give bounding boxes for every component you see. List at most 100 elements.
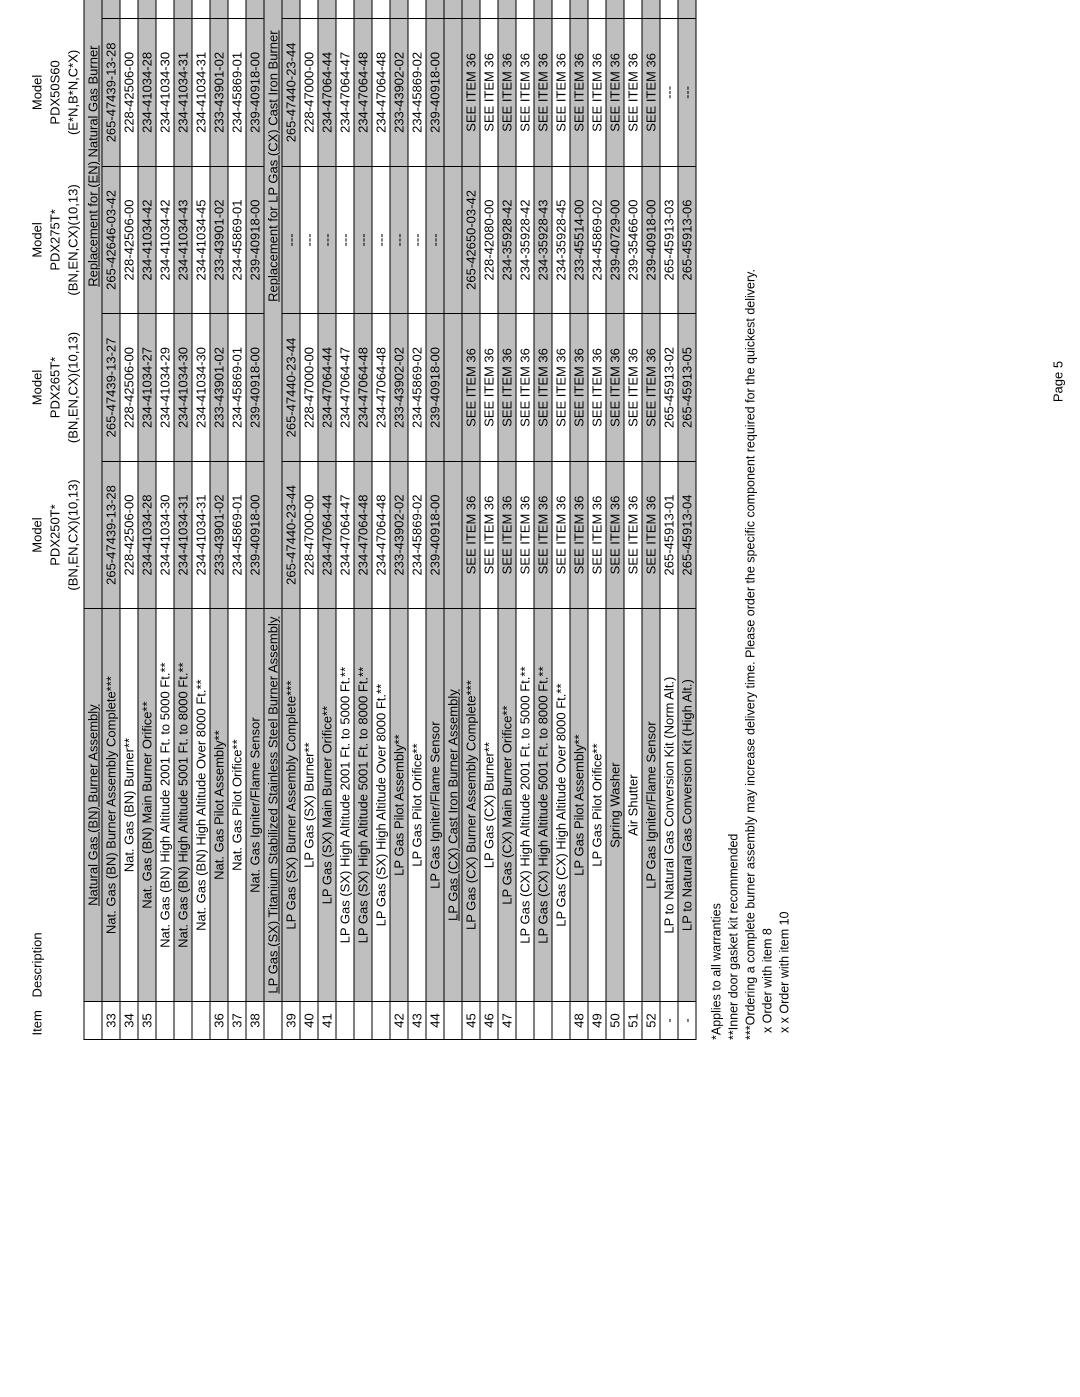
value-cell: 239-40918-00 bbox=[246, 166, 264, 314]
value-cell: 265-45913-02 bbox=[660, 314, 678, 462]
value-cell: 265-45913-04 bbox=[678, 461, 696, 609]
table-row: 51Air ShutterSEE ITEM 36SEE ITEM 36239-3… bbox=[624, 0, 642, 1040]
description-cell: Nat. Gas (BN) High Altitude 5001 Ft. to … bbox=[174, 609, 192, 1002]
value-cell: 265-42646-03-42 bbox=[102, 166, 120, 314]
value-cell: SEE ITEM 36 bbox=[588, 314, 606, 462]
value-cell: 228-42506-00 bbox=[120, 19, 138, 167]
section-blank-cell bbox=[444, 0, 462, 19]
description-cell: Nat. Gas (BN) High Altitude 2001 Ft. to … bbox=[156, 609, 174, 1002]
value-cell: SEE ITEM 36 bbox=[480, 19, 498, 167]
description-cell: LP Gas (CX) Burner** bbox=[480, 609, 498, 1002]
value-cell: 228-42080-00 bbox=[480, 166, 498, 314]
value-cell: 234-41034-29 bbox=[156, 0, 174, 19]
description-cell: LP Gas (SX) High Altitude Over 8000 Ft.*… bbox=[372, 609, 390, 1002]
value-cell: 234-41034-30 bbox=[156, 461, 174, 609]
value-cell: 234-35928-42 bbox=[516, 166, 534, 314]
value-cell: --- bbox=[318, 166, 336, 314]
value-cell: --- bbox=[300, 166, 318, 314]
value-cell: SEE ITEM 36 bbox=[552, 314, 570, 462]
table-row: LP Gas (SX) High Altitude 2001 Ft. to 50… bbox=[336, 0, 354, 1040]
header-model-1-l3: (BN,EN,CX)(10,13) bbox=[66, 314, 85, 462]
value-cell: 234-47064-48 bbox=[354, 461, 372, 609]
value-cell: 234-47064-47 bbox=[336, 314, 354, 462]
value-cell: 234-41034-29 bbox=[156, 314, 174, 462]
description-cell: LP Gas (SX) High Altitude 2001 Ft. to 50… bbox=[336, 609, 354, 1002]
value-cell: 239-40729-00 bbox=[606, 166, 624, 314]
value-cell: SEE ITEM 36 bbox=[516, 19, 534, 167]
value-cell: SEE ITEM 36 bbox=[534, 461, 552, 609]
footnote-line: ***Ordering a complete burner assembly m… bbox=[743, 0, 760, 1040]
value-cell: SEE ITEM 36 bbox=[606, 0, 624, 19]
description-cell: Nat. Gas (BN) Burner Assembly Complete**… bbox=[102, 609, 120, 1002]
value-cell: SEE ITEM 36 bbox=[570, 314, 588, 462]
description-cell: Spring Washer bbox=[606, 609, 624, 1002]
value-cell: 234-45869-02 bbox=[408, 19, 426, 167]
section-item-blank bbox=[444, 1001, 462, 1039]
value-cell: SEE ITEM 36 bbox=[624, 19, 642, 167]
value-cell: --- bbox=[660, 19, 678, 167]
item-number: 47 bbox=[498, 1001, 516, 1039]
value-cell: SEE ITEM 36 bbox=[516, 314, 534, 462]
value-cell: 234-47064-48 bbox=[372, 314, 390, 462]
item-number bbox=[156, 1001, 174, 1039]
value-cell: 234-47064-47 bbox=[336, 19, 354, 167]
footnote-line: **Inner door gasket kit recommended bbox=[726, 0, 743, 1040]
value-cell: SEE ITEM 36 bbox=[498, 19, 516, 167]
value-cell: 234-45869-02 bbox=[408, 0, 426, 19]
header-item: Item bbox=[30, 1001, 85, 1039]
value-cell: 234-41034-30 bbox=[174, 314, 192, 462]
section-blank-cell bbox=[444, 166, 462, 314]
value-cell: SEE ITEM 36 bbox=[606, 461, 624, 609]
value-cell: 239-40918-00 bbox=[426, 19, 444, 167]
value-cell: 228-47000-00 bbox=[300, 314, 318, 462]
table-row: -LP to Natural Gas Conversion Kit (Norm … bbox=[660, 0, 678, 1040]
table-row: Nat. Gas (BN) High Altitude 5001 Ft. to … bbox=[174, 0, 192, 1040]
header-model-1-l1: Model bbox=[30, 314, 48, 462]
value-cell: 239-40918-00 bbox=[246, 0, 264, 19]
value-cell: 234-47064-48 bbox=[372, 0, 390, 19]
value-cell: 239-35466-00 bbox=[624, 166, 642, 314]
value-cell: SEE ITEM 36 bbox=[480, 0, 498, 19]
value-cell: SEE ITEM 36 bbox=[570, 461, 588, 609]
description-cell: LP Gas Igniter/Flame Sensor bbox=[426, 609, 444, 1002]
table-row: 34Nat. Gas (BN) Burner**228-42506-00228-… bbox=[120, 0, 138, 1040]
value-cell: 265-42650-03-42 bbox=[462, 166, 480, 314]
header-model-2-l1: Model bbox=[30, 166, 48, 314]
value-cell: SEE ITEM 36 bbox=[642, 0, 660, 19]
value-cell: 265-47440-23-44 bbox=[282, 314, 300, 462]
description-cell: Nat. Gas (BN) High Altitude Over 8000 Ft… bbox=[192, 609, 210, 1002]
value-cell: --- bbox=[390, 166, 408, 314]
item-number: 34 bbox=[120, 1001, 138, 1039]
value-cell: 233-43901-02 bbox=[210, 314, 228, 462]
value-cell: 234-47064-44 bbox=[318, 461, 336, 609]
item-number bbox=[192, 1001, 210, 1039]
description-cell: LP Gas (SX) Main Burner Orifice** bbox=[318, 609, 336, 1002]
item-number: 40 bbox=[300, 1001, 318, 1039]
value-cell: 234-35928-45 bbox=[552, 166, 570, 314]
header-model-0-l3: (BN,EN,CX)(10,13) bbox=[66, 461, 85, 609]
value-cell: 234-47064-48 bbox=[354, 0, 372, 19]
value-cell: 234-41034-42 bbox=[156, 166, 174, 314]
value-cell: 234-47064-48 bbox=[372, 19, 390, 167]
value-cell: SEE ITEM 36 bbox=[534, 19, 552, 167]
value-cell: 234-41034-28 bbox=[138, 461, 156, 609]
value-cell: 234-41034-31 bbox=[192, 461, 210, 609]
description-cell: LP Gas (CX) High Altitude 2001 Ft. to 50… bbox=[516, 609, 534, 1002]
item-number bbox=[534, 1001, 552, 1039]
value-cell: --- bbox=[354, 166, 372, 314]
value-cell: SEE ITEM 36 bbox=[588, 0, 606, 19]
value-cell: SEE ITEM 36 bbox=[498, 461, 516, 609]
item-number: 51 bbox=[624, 1001, 642, 1039]
item-number: - bbox=[660, 1001, 678, 1039]
item-number: 36 bbox=[210, 1001, 228, 1039]
header-model-2-l2: PDX275T* bbox=[48, 166, 66, 314]
section-title: Natural Gas (BN) Burner Assembly bbox=[84, 609, 102, 1002]
value-cell: 234-41034-27 bbox=[138, 314, 156, 462]
value-cell: 233-43901-02 bbox=[210, 461, 228, 609]
header-model-2-l3: (BN,EN,CX)(10,13) bbox=[66, 166, 85, 314]
value-cell: 239-40918-00 bbox=[246, 461, 264, 609]
value-cell: 234-41034-31 bbox=[174, 19, 192, 167]
section-blank-cell bbox=[444, 314, 462, 462]
item-number bbox=[174, 1001, 192, 1039]
description-cell: LP Gas (CX) High Altitude Over 8000 Ft.*… bbox=[552, 609, 570, 1002]
